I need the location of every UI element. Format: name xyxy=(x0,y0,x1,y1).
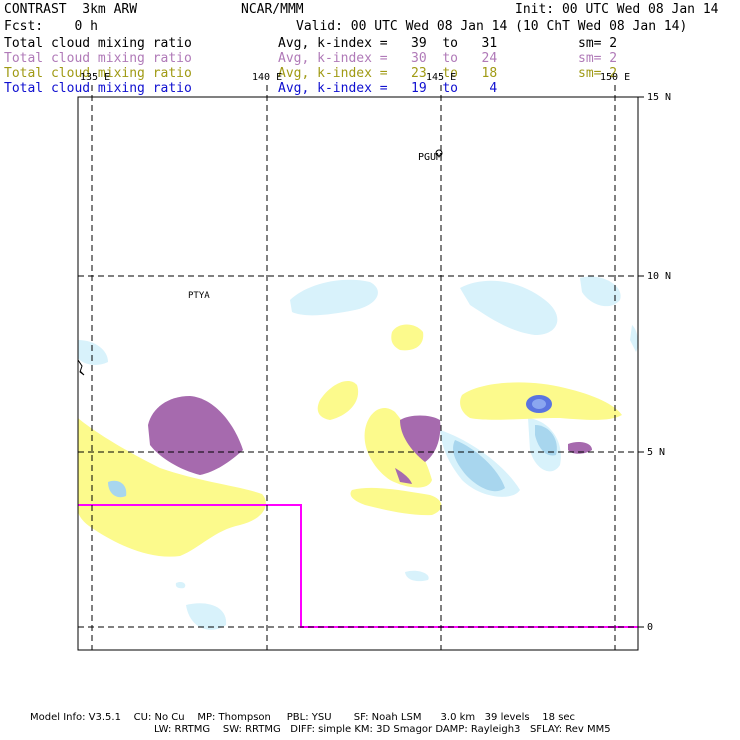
legend-range-2: Avg, k-index = 30 to 24 xyxy=(278,51,498,66)
legend-field-1: Total cloud mixing ratio xyxy=(4,36,192,51)
valid-time: Valid: 00 UTC Wed 08 Jan 14 (10 ChT Wed … xyxy=(296,19,688,34)
cloud-yellow xyxy=(78,324,622,557)
legend-field-3: Total cloud mixing ratio xyxy=(4,66,192,81)
center-name: NCAR/MMM xyxy=(241,2,304,17)
cloud-purple xyxy=(148,396,592,484)
lon-label-145e: 145 E xyxy=(426,72,457,83)
lon-label-150e: 150 E xyxy=(600,72,631,83)
legend-range-1: Avg, k-index = 39 to 31 xyxy=(278,36,498,51)
lat-label-10n: 10 N xyxy=(647,271,672,282)
model-info-line-1: Model Info: V3.5.1 CU: No Cu MP: Thompso… xyxy=(30,712,576,723)
legend-sm-3: sm= 2 xyxy=(578,66,618,81)
cloud-blue-core xyxy=(108,395,557,498)
lat-label-0: 0 xyxy=(647,622,654,633)
forecast-hour: Fcst: 0 h xyxy=(4,19,98,34)
lat-label-15n: 15 N xyxy=(647,92,672,103)
legend-range-3: Avg, k-index = 23 to 18 xyxy=(278,66,498,81)
legend-sm-1: sm= 2 xyxy=(578,36,618,51)
lat-lon-grid xyxy=(78,85,645,650)
model-info-line-2: LW: RRTMG SW: RRTMG DIFF: simple KM: 3D … xyxy=(154,724,611,735)
station-label-pgum: PGUM xyxy=(418,152,443,163)
station-label-ptya: PTYA xyxy=(188,291,210,301)
model-title: CONTRAST 3km ARW xyxy=(4,2,138,17)
lat-label-5n: 5 N xyxy=(647,447,666,458)
coastline xyxy=(77,149,443,376)
init-time: Init: 00 UTC Wed 08 Jan 14 xyxy=(515,2,719,17)
legend-sm-2: sm= 2 xyxy=(578,51,618,66)
legend-field-2: Total cloud mixing ratio xyxy=(4,51,192,66)
legend-field-4: Total cloud mixing ratio xyxy=(4,81,192,96)
map-frame xyxy=(77,96,639,651)
lon-label-140e: 140 E xyxy=(252,72,283,83)
lon-label-135e: 135 E xyxy=(80,72,111,83)
legend-range-4: Avg, k-index = 19 to 4 xyxy=(278,81,498,96)
